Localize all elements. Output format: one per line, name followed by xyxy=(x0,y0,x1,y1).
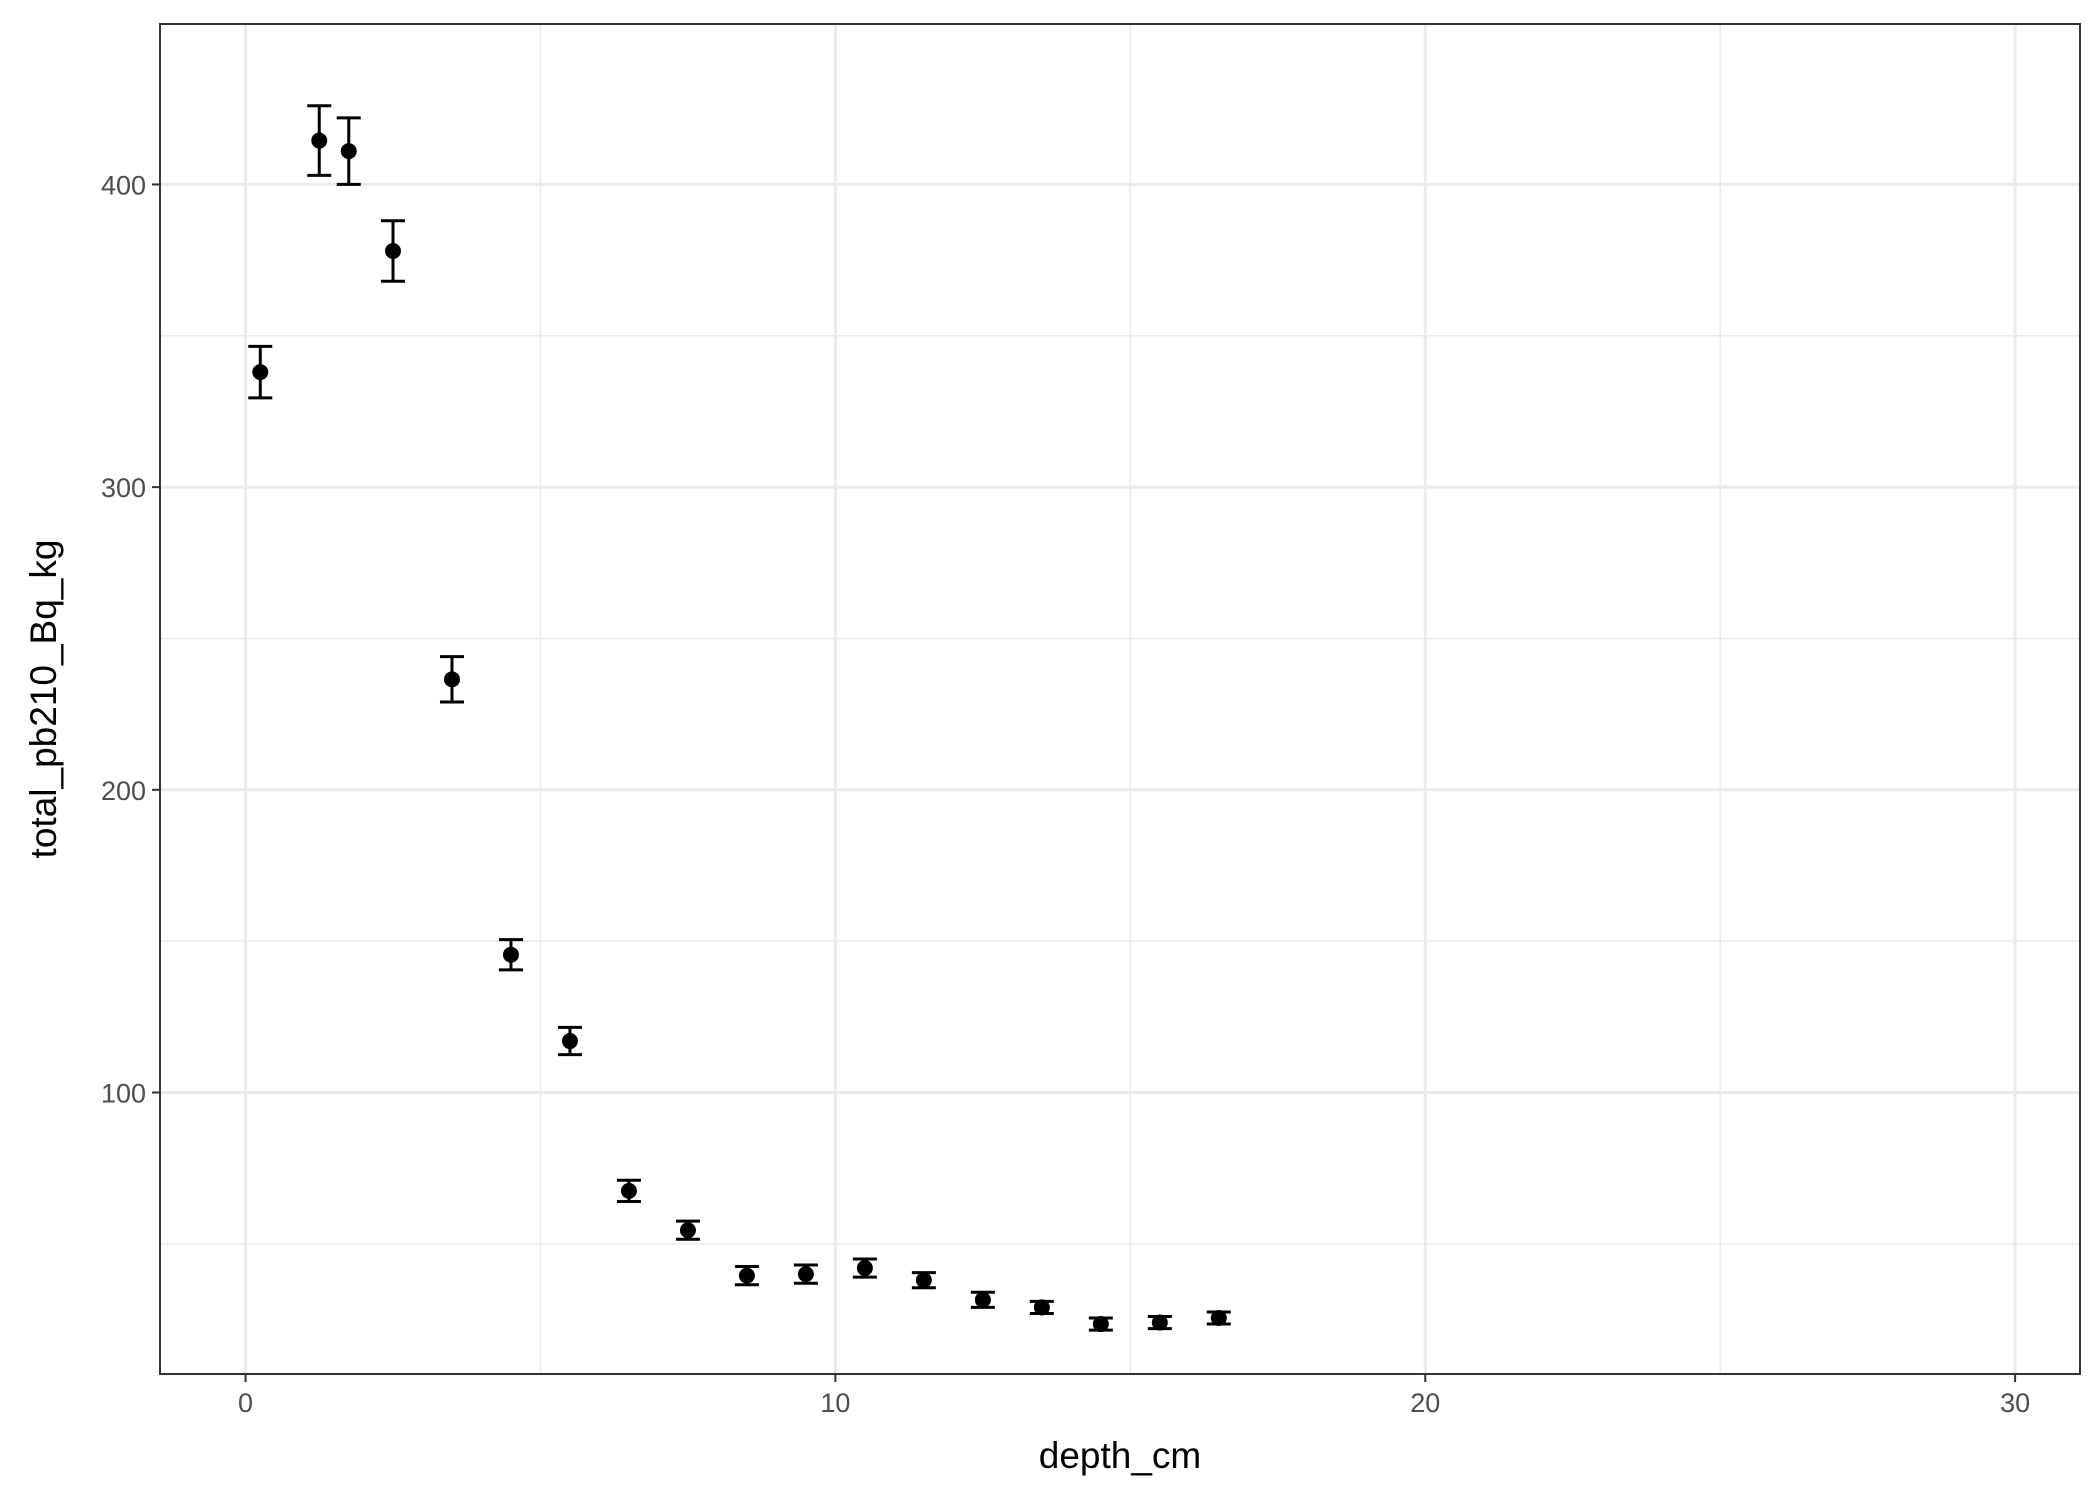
y-tick-label: 400 xyxy=(101,170,146,200)
data-point xyxy=(502,946,519,963)
data-point xyxy=(443,671,460,688)
x-tick-label: 10 xyxy=(820,1388,850,1418)
data-point xyxy=(1210,1310,1227,1327)
y-axis-ticks xyxy=(152,183,160,1094)
data-point xyxy=(620,1182,637,1199)
plot-panel xyxy=(160,24,2080,1374)
x-axis-ticks xyxy=(244,1374,2017,1382)
y-axis-tick-labels: 100 200 300 400 xyxy=(101,170,146,1108)
data-point xyxy=(856,1260,873,1277)
x-tick-label: 0 xyxy=(238,1388,253,1418)
data-point xyxy=(1092,1316,1109,1333)
data-point xyxy=(1151,1314,1168,1331)
data-point xyxy=(974,1291,991,1308)
y-axis-title: total_pb210_Bq_kg xyxy=(23,540,64,859)
data-point xyxy=(679,1222,696,1239)
y-tick-label: 300 xyxy=(101,473,146,503)
x-tick-label: 30 xyxy=(2000,1388,2030,1418)
x-axis-title: depth_cm xyxy=(1039,1435,1202,1476)
data-point xyxy=(384,243,401,260)
x-axis-tick-labels: 0 10 20 30 xyxy=(238,1388,2030,1418)
data-point xyxy=(1033,1299,1050,1316)
data-point xyxy=(561,1033,578,1050)
x-tick-label: 20 xyxy=(1410,1388,1440,1418)
data-point xyxy=(797,1266,814,1283)
major-gridlines xyxy=(160,24,2080,1374)
data-point xyxy=(340,143,357,160)
data-points xyxy=(252,132,1227,1333)
y-tick-label: 100 xyxy=(101,1078,146,1108)
data-point xyxy=(915,1272,932,1289)
y-tick-label: 200 xyxy=(101,776,146,806)
panel-border xyxy=(159,23,2081,1375)
data-point xyxy=(311,132,328,149)
minor-gridlines xyxy=(160,24,2080,1374)
data-point xyxy=(738,1267,755,1284)
data-point xyxy=(252,364,269,381)
